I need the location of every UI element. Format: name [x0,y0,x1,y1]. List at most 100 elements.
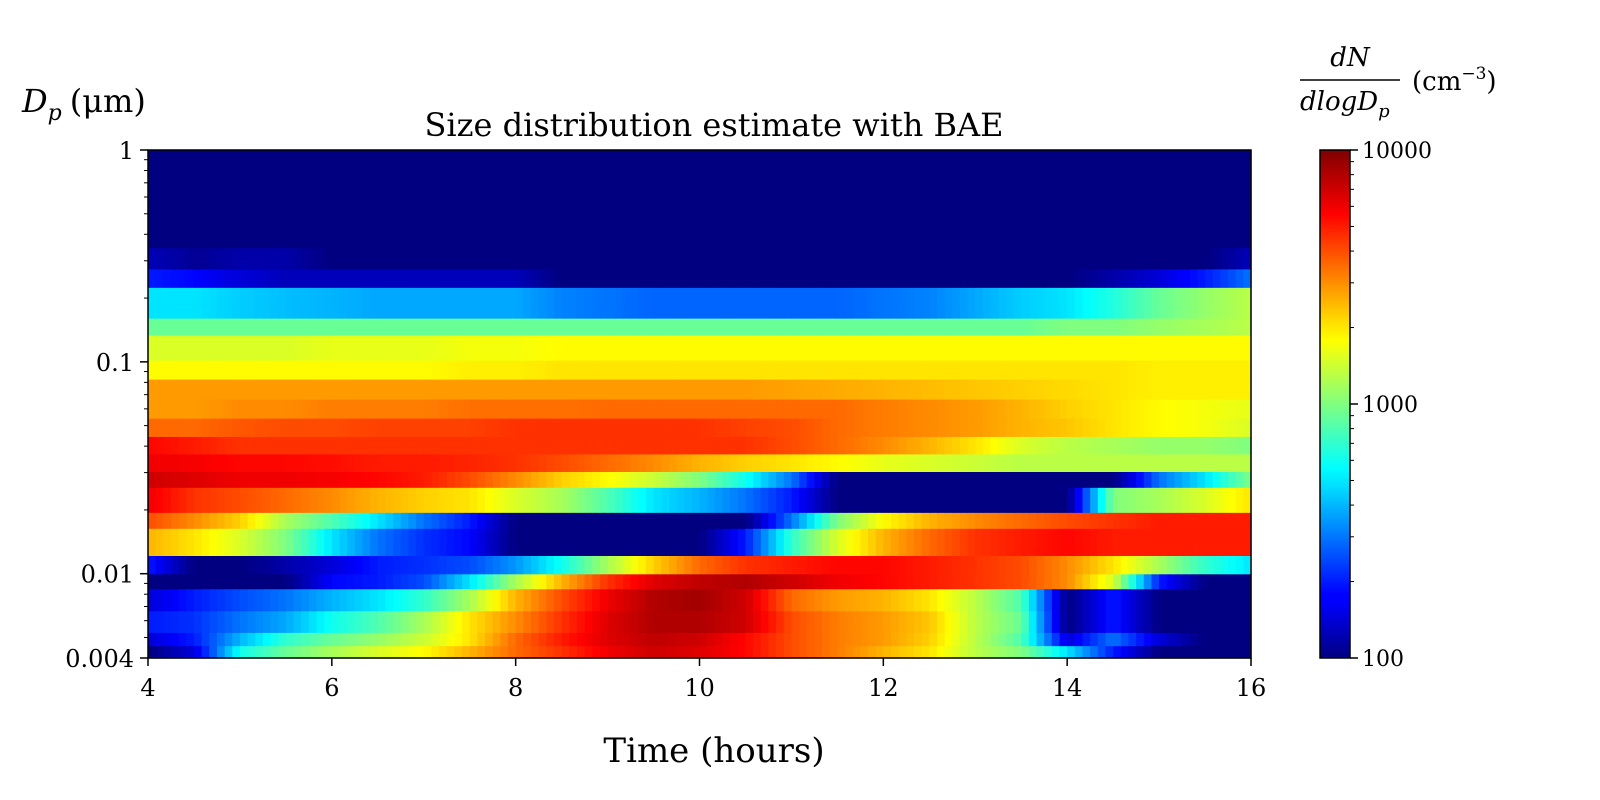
heatmap-cell [768,247,777,270]
heatmap-cell [645,360,655,380]
heatmap-cell [301,150,310,171]
heatmap-cell [209,645,218,659]
heatmap-cell [760,170,770,196]
heatmap-cell [1021,487,1030,513]
heatmap-cell [462,287,471,319]
heatmap-cell [967,360,976,380]
heatmap-cell [400,378,410,400]
heatmap-cell [423,645,433,659]
heatmap-cell [998,453,1007,472]
heatmap-cell [462,360,471,380]
heatmap-cell [630,150,639,171]
heatmap-cell [538,150,547,171]
heatmap-cell [1128,195,1137,219]
heatmap-cell [576,287,586,319]
heatmap-cell [990,487,999,513]
heatmap-cell [1228,287,1237,319]
heatmap-cell [224,573,233,590]
heatmap-cell [262,150,272,171]
heatmap-cell [730,512,739,529]
heatmap-cell [753,398,762,419]
heatmap-cell [1205,610,1214,633]
heatmap-cell [1166,528,1175,556]
heatmap-cell [913,555,923,575]
heatmap-cell [1113,555,1122,575]
heatmap-cell [1189,170,1198,196]
heatmap-cell [584,645,593,659]
heatmap-cell [776,218,785,249]
heatmap-cell [1036,453,1045,472]
heatmap-cell [209,378,218,400]
heatmap-cell [630,436,639,455]
heatmap-cell [1028,418,1038,437]
heatmap-cell [806,398,815,419]
heatmap-cell [768,645,777,659]
heatmap-cell [462,471,471,488]
heatmap-cell [1005,360,1015,380]
heatmap-cell [898,195,907,219]
heatmap-cell [676,195,685,219]
y-tick-label: 0.01 [81,561,134,589]
heatmap-cell [707,573,716,590]
heatmap-cell [952,287,961,319]
heatmap-cell [515,287,524,319]
heatmap-cell [155,287,164,319]
heatmap-cell [293,573,302,590]
heatmap-cell [1174,487,1183,513]
heatmap-cell [370,318,379,336]
heatmap-cell [998,247,1007,270]
heatmap-cell [645,436,655,455]
heatmap-cell [921,471,930,488]
heatmap-cell [1235,471,1244,488]
heatmap-cell [1005,398,1015,419]
heatmap-cell [952,378,961,400]
heatmap-cell [285,471,295,488]
heatmap-cell [990,398,999,419]
heatmap-cell [255,195,264,219]
heatmap-cell [745,287,754,319]
heatmap-cell [148,334,157,361]
heatmap-cell [193,150,203,171]
heatmap-cell [661,632,670,647]
heatmap-cell [875,398,884,419]
heatmap-cell [209,528,218,556]
heatmap-cell [324,573,333,590]
heatmap-cell [1151,645,1160,659]
heatmap-cell [324,555,333,575]
heatmap-cell [561,453,570,472]
heatmap-cell [1212,588,1221,612]
heatmap-cell [975,170,984,196]
heatmap-cell [906,487,915,513]
heatmap-cell [645,453,655,472]
heatmap-cell [523,632,532,647]
heatmap-cell [163,334,172,361]
heatmap-cell [737,170,747,196]
heatmap-cell [1220,318,1229,336]
heatmap-cell [1036,512,1045,529]
heatmap-cell [339,573,348,590]
heatmap-cell [155,555,164,575]
heatmap-cell [462,512,471,529]
heatmap-cell [737,588,747,612]
heatmap-cell [492,645,501,659]
heatmap-cell [1205,588,1214,612]
heatmap-cell [776,170,785,196]
heatmap-cell [1136,287,1145,319]
heatmap-cell [622,418,632,437]
heatmap-cell [446,170,455,196]
heatmap-cell [331,218,341,249]
heatmap-cell [998,398,1007,419]
heatmap-cell [301,632,310,647]
heatmap-cell [1212,360,1221,380]
heatmap-cell [576,418,586,437]
heatmap-cell [569,645,578,659]
heatmap-cell [982,453,992,472]
heatmap-cell [1189,610,1198,633]
heatmap-cell [691,453,701,472]
heatmap-cell [454,334,463,361]
heatmap-cell [523,471,532,488]
heatmap-cell [1105,218,1114,249]
heatmap-cell [982,398,992,419]
heatmap-cell [377,528,387,556]
heatmap-cell [753,632,762,647]
